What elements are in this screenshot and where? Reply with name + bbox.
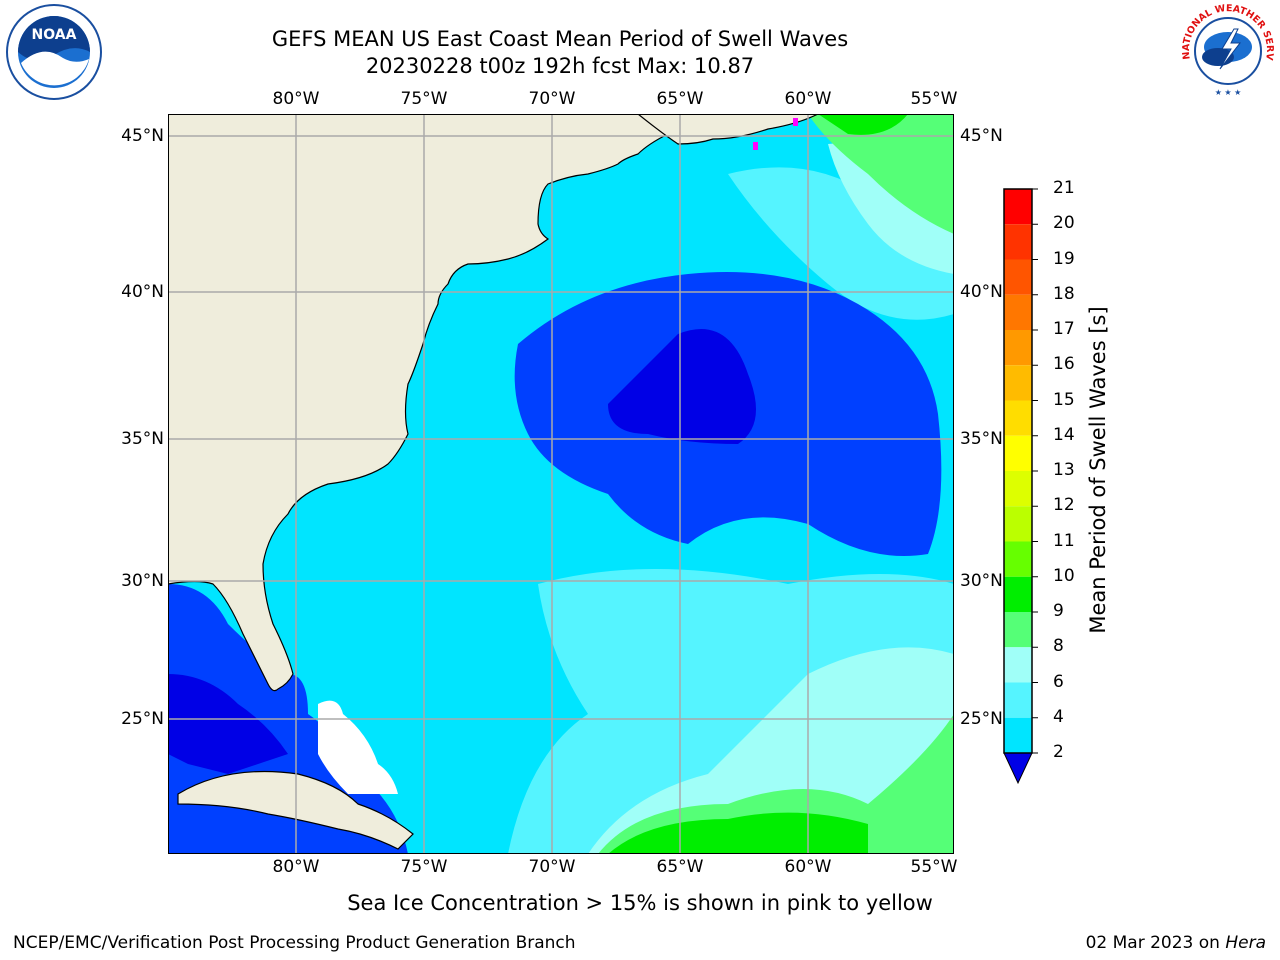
colorbar-swatch bbox=[1004, 224, 1032, 260]
sea-ice-note: Sea Ice Concentration > 15% is shown in … bbox=[0, 891, 1280, 915]
colorbar-swatch bbox=[1004, 506, 1032, 542]
lat-label: 45°N bbox=[121, 126, 164, 146]
colorbar bbox=[1003, 188, 1038, 785]
sea-ice-marker bbox=[793, 118, 798, 126]
lon-label: 65°W bbox=[656, 857, 704, 877]
colorbar-tick-label: 12 bbox=[1053, 495, 1075, 516]
svg-text:NOAA: NOAA bbox=[32, 27, 77, 43]
colorbar-tick-label: 19 bbox=[1053, 248, 1075, 269]
swell-below-2-region bbox=[168, 674, 288, 774]
colorbar-tick-label: 2 bbox=[1053, 742, 1064, 762]
colorbar-tick-label: 4 bbox=[1053, 706, 1064, 727]
swell-10-11-region bbox=[608, 812, 868, 854]
swell-9-10-region bbox=[598, 714, 954, 854]
lon-label: 65°W bbox=[656, 89, 704, 109]
lat-label: 40°N bbox=[121, 282, 164, 302]
sea-ice-marker bbox=[753, 142, 758, 150]
chart-subtitle: 20230228 t00z 192h fcst Max: 10.87 bbox=[365, 54, 755, 78]
lon-label: 60°W bbox=[784, 89, 832, 109]
lon-label: 75°W bbox=[400, 857, 448, 877]
lat-label: 25°N bbox=[960, 709, 1003, 729]
no-data-region bbox=[318, 700, 398, 794]
colorbar-swatch bbox=[1004, 330, 1032, 366]
lat-label: 35°N bbox=[121, 429, 164, 449]
colorbar-tick-label: 16 bbox=[1053, 354, 1075, 375]
colorbar-swatch bbox=[1004, 365, 1032, 401]
colorbar-tick-label: 9 bbox=[1053, 601, 1064, 621]
swell-9-10-region bbox=[808, 114, 954, 234]
lat-label: 35°N bbox=[960, 429, 1003, 449]
colorbar-extend-arrow bbox=[1003, 752, 1033, 785]
swell-10-11-region bbox=[818, 114, 908, 135]
colorbar-tick-label: 8 bbox=[1053, 636, 1064, 657]
nws-logo: NATIONAL WEATHER SERVICE ★ ★ ★ bbox=[1178, 3, 1275, 97]
colorbar-swatch bbox=[1004, 294, 1032, 330]
swell-period-map bbox=[168, 114, 954, 854]
colorbar-tick-label: 13 bbox=[1053, 460, 1075, 480]
footer-date: 02 Mar 2023 on Hera bbox=[1086, 933, 1266, 953]
colorbar-label: Mean Period of Swell Waves [s] bbox=[1086, 306, 1110, 634]
lon-label: 55°W bbox=[910, 89, 958, 109]
lon-label: 75°W bbox=[400, 89, 448, 109]
colorbar-swatch bbox=[1004, 717, 1032, 753]
lon-label: 60°W bbox=[784, 857, 832, 877]
colorbar-tick-label: 15 bbox=[1053, 389, 1075, 410]
colorbar-swatch bbox=[1004, 400, 1032, 436]
colorbar-swatch bbox=[1004, 576, 1032, 612]
lat-label: 30°N bbox=[960, 571, 1003, 591]
colorbar-swatch bbox=[1004, 541, 1032, 577]
svg-text:★ ★ ★: ★ ★ ★ bbox=[1215, 88, 1242, 97]
swell-below-2-region bbox=[608, 329, 756, 444]
colorbar-swatch bbox=[1004, 471, 1032, 507]
colorbar-tick-label: 18 bbox=[1053, 283, 1075, 304]
graticule bbox=[168, 114, 954, 854]
footer-date-text: 02 Mar 2023 on bbox=[1085, 933, 1226, 953]
colorbar-tick-label: 17 bbox=[1053, 319, 1075, 339]
lon-label: 70°W bbox=[528, 89, 576, 109]
lon-label: 80°W bbox=[272, 857, 320, 877]
lon-label: 80°W bbox=[272, 89, 320, 109]
colorbar-tick-label: 6 bbox=[1053, 671, 1064, 692]
colorbar-swatch bbox=[1004, 647, 1032, 683]
sea-ice-note-text: Sea Ice Concentration > 15% is shown in … bbox=[347, 891, 933, 915]
land-north-america bbox=[168, 114, 689, 692]
lat-label: 40°N bbox=[960, 282, 1003, 302]
lat-label: 30°N bbox=[121, 571, 164, 591]
colorbar-tick-label: 10 bbox=[1053, 565, 1075, 586]
colorbar-swatch bbox=[1004, 435, 1032, 471]
colorbar-swatch bbox=[1004, 259, 1032, 295]
lat-label: 25°N bbox=[121, 709, 164, 729]
lon-label: 70°W bbox=[528, 857, 576, 877]
colorbar-tick-label: 14 bbox=[1053, 424, 1075, 445]
lat-label: 45°N bbox=[960, 126, 1003, 146]
colorbar-swatch bbox=[1004, 189, 1032, 225]
colorbar-swatch bbox=[1004, 682, 1032, 718]
chart-title: GEFS MEAN US East Coast Mean Period of S… bbox=[271, 27, 849, 51]
colorbar-tick-label: 11 bbox=[1053, 530, 1075, 551]
lon-label: 55°W bbox=[910, 857, 958, 877]
colorbar-tick-label: 20 bbox=[1053, 213, 1075, 234]
noaa-logo: NOAA bbox=[6, 4, 102, 100]
colorbar-tick-label: 21 bbox=[1053, 178, 1075, 198]
footer-machine: Hera bbox=[1225, 933, 1266, 953]
footer-credit: NCEP/EMC/Verification Post Processing Pr… bbox=[13, 933, 576, 953]
colorbar-swatch bbox=[1004, 612, 1032, 648]
